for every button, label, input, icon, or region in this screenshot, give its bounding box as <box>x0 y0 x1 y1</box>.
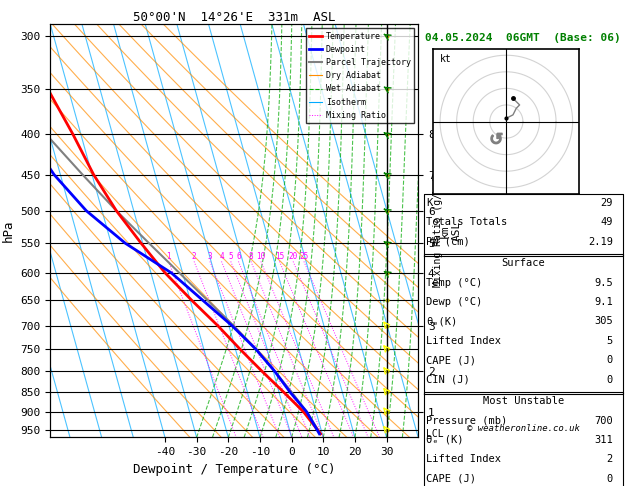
Text: θₑ(K): θₑ(K) <box>426 316 457 327</box>
Text: Lifted Index: Lifted Index <box>426 336 501 346</box>
Text: 0: 0 <box>606 375 613 384</box>
X-axis label: Dewpoint / Temperature (°C): Dewpoint / Temperature (°C) <box>133 463 335 476</box>
Text: CAPE (J): CAPE (J) <box>426 474 476 484</box>
Text: Totals Totals: Totals Totals <box>426 217 507 227</box>
Text: LCL: LCL <box>426 429 443 439</box>
Text: 0: 0 <box>606 474 613 484</box>
Text: CIN (J): CIN (J) <box>426 375 470 384</box>
Text: 4: 4 <box>220 252 224 261</box>
Text: 8: 8 <box>248 252 253 261</box>
Text: 311: 311 <box>594 435 613 445</box>
Text: 6: 6 <box>236 252 241 261</box>
Title: 50°00'N  14°26'E  331m  ASL: 50°00'N 14°26'E 331m ASL <box>133 11 335 24</box>
Text: PW (cm): PW (cm) <box>426 237 470 246</box>
Text: Lifted Index: Lifted Index <box>426 454 501 464</box>
Text: 49: 49 <box>600 217 613 227</box>
Text: Most Unstable: Most Unstable <box>482 396 564 406</box>
Text: 10: 10 <box>256 252 265 261</box>
Y-axis label: km
ASL: km ASL <box>440 221 462 241</box>
Text: 29: 29 <box>600 198 613 208</box>
Text: 15: 15 <box>275 252 284 261</box>
Text: Dewp (°C): Dewp (°C) <box>426 297 482 307</box>
Text: Pressure (mb): Pressure (mb) <box>426 416 507 426</box>
Y-axis label: hPa: hPa <box>2 220 15 242</box>
Text: Surface: Surface <box>501 258 545 268</box>
Text: Temp (°C): Temp (°C) <box>426 278 482 288</box>
Legend: Temperature, Dewpoint, Parcel Trajectory, Dry Adiabat, Wet Adiabat, Isotherm, Mi: Temperature, Dewpoint, Parcel Trajectory… <box>306 29 414 123</box>
Text: 9.1: 9.1 <box>594 297 613 307</box>
Text: θₑ (K): θₑ (K) <box>426 435 464 445</box>
Text: 0: 0 <box>606 355 613 365</box>
Text: 1: 1 <box>166 252 171 261</box>
Text: 20: 20 <box>289 252 298 261</box>
Text: CAPE (J): CAPE (J) <box>426 355 476 365</box>
Text: 2.19: 2.19 <box>587 237 613 246</box>
Text: 04.05.2024  06GMT  (Base: 06): 04.05.2024 06GMT (Base: 06) <box>425 33 621 43</box>
Text: kt: kt <box>440 54 452 64</box>
Text: 25: 25 <box>299 252 309 261</box>
Text: 2: 2 <box>606 454 613 464</box>
Text: 3: 3 <box>208 252 212 261</box>
Text: 2: 2 <box>192 252 196 261</box>
Text: 9.5: 9.5 <box>594 278 613 288</box>
Text: 700: 700 <box>594 416 613 426</box>
Text: 5: 5 <box>228 252 233 261</box>
Text: K: K <box>426 198 432 208</box>
Text: Mixing Ratio (g/kg): Mixing Ratio (g/kg) <box>433 175 443 287</box>
Text: © weatheronline.co.uk: © weatheronline.co.uk <box>467 424 580 434</box>
Text: 305: 305 <box>594 316 613 327</box>
Text: 5: 5 <box>606 336 613 346</box>
